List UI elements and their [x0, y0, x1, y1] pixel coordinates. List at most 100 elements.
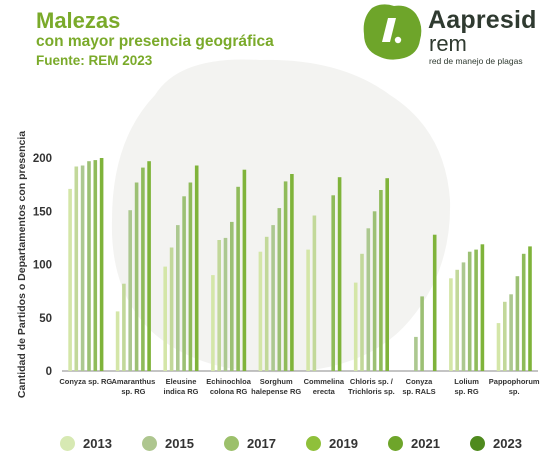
bar [277, 208, 282, 371]
y-tick-label: 150 [33, 206, 52, 218]
bar [496, 323, 501, 371]
bar [236, 186, 240, 371]
x-tick-label: Lolium sp. RG [454, 377, 479, 396]
legend-item: 2015 [142, 433, 194, 453]
legend-label: 2013 [83, 435, 112, 451]
x-tick-label-line: Conyza [406, 377, 434, 386]
x-tick-label: Eleusine indica RG [163, 377, 198, 396]
legend-label: 2021 [411, 435, 440, 451]
y-tick-label: 100 [33, 260, 52, 272]
bar [80, 165, 85, 371]
legend-swatch [224, 435, 239, 451]
logo-rem: rem [429, 31, 467, 56]
bar [385, 178, 389, 371]
bar [432, 234, 437, 371]
bar [467, 251, 472, 371]
bar [414, 336, 418, 371]
legend-swatch [142, 435, 157, 451]
logo-tagline: red de manejo de plagas [429, 56, 523, 66]
chart-source: Fuente: REM 2023 [36, 53, 153, 68]
bar [258, 251, 263, 371]
bar [74, 166, 79, 371]
bar [360, 253, 364, 371]
legend-swatch [306, 435, 321, 451]
bar [521, 253, 526, 371]
legend-item: 2017 [224, 433, 276, 453]
x-tick-label-line: Conyza sp. RG [59, 377, 112, 386]
bar [134, 182, 139, 371]
x-tick-label-line: colona RG [210, 387, 248, 396]
x-tick-label-line: sp. [509, 387, 520, 396]
legend-item: 2023 [470, 433, 522, 453]
x-tick-label: Sorghum halepense RG [251, 377, 301, 396]
bar [176, 225, 180, 371]
legend-swatch [470, 435, 485, 451]
bar [480, 244, 485, 371]
bar [169, 247, 174, 371]
chart-legend: 2013 2015 2017 2019 2021 2023 [60, 433, 550, 453]
x-tick-label-line: erecta [313, 387, 336, 396]
bar [188, 182, 193, 371]
bar [194, 165, 199, 371]
bar [331, 195, 335, 371]
bar [87, 161, 91, 371]
bar [141, 167, 145, 371]
bar [353, 282, 358, 371]
x-tick-label-line: Commelina [304, 377, 345, 386]
y-axis-title: Cantidad de Partidos o Departamentos con… [16, 131, 28, 398]
bar [474, 249, 478, 371]
x-tick-label-line: sp. RALS [402, 387, 435, 396]
bar [449, 278, 453, 371]
x-tick-label-line: Chloris sp. / [350, 377, 394, 386]
aapresid-logo-icon [363, 4, 422, 60]
bar [271, 225, 275, 371]
x-tick-label-line: sp. RG [455, 387, 479, 396]
bar [99, 158, 104, 371]
bar [420, 296, 424, 371]
bar [93, 160, 98, 371]
bar [147, 161, 151, 371]
x-tick-label: Commelina erecta [304, 377, 345, 396]
legend-item: 2013 [60, 433, 112, 453]
bar [230, 221, 234, 371]
x-tick-label-line: indica RG [163, 387, 198, 396]
x-tick-label-line: Eleusine [166, 377, 197, 386]
chart-subtitle: con mayor presencia geográfica [36, 33, 274, 50]
x-tick-label: Pappophorum sp. [489, 377, 540, 396]
bar [264, 236, 269, 371]
x-tick-label-line: sp. RG [121, 387, 145, 396]
bar [372, 211, 377, 372]
bar [515, 276, 520, 371]
bar [122, 283, 126, 371]
bar [461, 262, 466, 371]
bar [283, 181, 288, 371]
bar [337, 177, 342, 371]
legend-swatch [388, 435, 403, 451]
bar [528, 246, 532, 371]
bar [366, 228, 371, 371]
bar [312, 215, 317, 371]
bar [379, 190, 383, 371]
chart-title: Malezas [36, 8, 121, 33]
x-tick-label-line: Lolium [454, 377, 479, 386]
legend-label: 2019 [329, 435, 358, 451]
bar [163, 266, 167, 371]
x-tick-label-line: Pappophorum [489, 377, 540, 386]
legend-swatch [60, 435, 75, 451]
bar [242, 169, 247, 371]
y-tick-label: 50 [39, 313, 52, 325]
bar [509, 294, 513, 371]
x-tick-label-line: Amaranthus [112, 377, 156, 386]
legend-label: 2015 [165, 435, 194, 451]
x-tick-label-line: Sorghum [260, 377, 293, 386]
x-tick-label: Conyza sp. RG [59, 377, 112, 386]
x-tick-label: Echinochloa colona RG [206, 377, 251, 396]
x-tick-label-line: Trichloris sp. [348, 387, 395, 396]
bar [115, 311, 120, 371]
bar [503, 301, 507, 371]
x-tick-label-line: halepense RG [251, 387, 301, 396]
x-tick-label: Amaranthus sp. RG [112, 377, 156, 396]
legend-item: 2019 [306, 433, 358, 453]
x-tick-label: Chloris sp. / Trichloris sp. [348, 377, 395, 396]
